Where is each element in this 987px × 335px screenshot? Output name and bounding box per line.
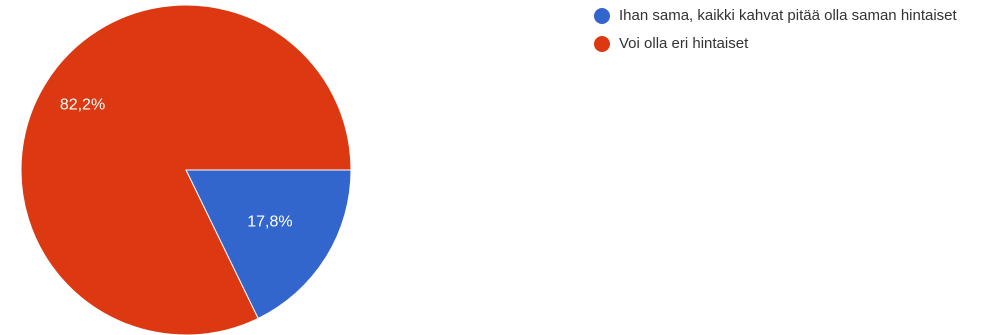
legend-item-ihan-sama[interactable]: Ihan sama, kaikki kahvat pitää olla sama… bbox=[594, 6, 974, 26]
pie-data-label: 17,8% bbox=[247, 214, 292, 231]
pie-data-labels: 17,8% 82,2% bbox=[60, 96, 293, 230]
pie-data-label: 82,2% bbox=[60, 96, 105, 113]
legend-item-voi-olla-eri-hintaiset[interactable]: Voi olla eri hintaiset bbox=[594, 34, 974, 54]
pie-slice-ihan-sama[interactable] bbox=[185, 169, 352, 320]
pie-slice-voi-olla-eri-hintaiset[interactable] bbox=[20, 4, 352, 335]
legend-swatch-red bbox=[594, 36, 610, 52]
pie-chart-svg: 17,8% 82,2% bbox=[20, 4, 352, 335]
legend-label: Ihan sama, kaikki kahvat pitää olla sama… bbox=[619, 7, 957, 24]
legend-swatch-blue bbox=[594, 8, 610, 24]
legend-label: Voi olla eri hintaiset bbox=[619, 35, 749, 52]
legend: Ihan sama, kaikki kahvat pitää olla sama… bbox=[594, 6, 974, 62]
pie-slices bbox=[20, 4, 352, 335]
